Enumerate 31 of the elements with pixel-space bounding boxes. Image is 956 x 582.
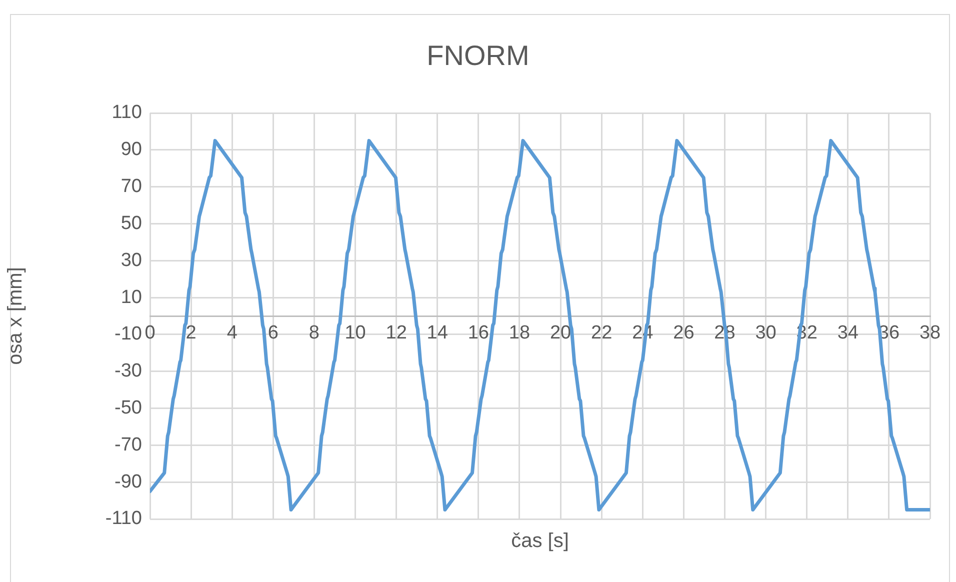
- y-tick-label: 110: [112, 102, 142, 124]
- x-tick-label: 4: [226, 322, 238, 344]
- y-tick-label: 30: [120, 250, 142, 271]
- x-tick-label: 22: [591, 322, 612, 344]
- y-axis-title: osa x [mm]: [4, 267, 27, 365]
- y-tick-label: 90: [120, 139, 142, 160]
- chart-title: FNORM: [426, 40, 530, 72]
- x-axis-title: čas [s]: [510, 530, 570, 553]
- y-tick-label: -70: [114, 434, 142, 456]
- y-tick-label: -50: [114, 398, 142, 419]
- y-tick-label: -10: [114, 324, 142, 345]
- y-tick-label: -90: [114, 471, 142, 492]
- x-tick-label: 16: [468, 322, 489, 344]
- x-tick-label: 14: [426, 322, 448, 344]
- x-tick-label: 2: [186, 322, 196, 344]
- y-tick-label: 10: [120, 286, 142, 308]
- x-tick-label: 20: [550, 322, 572, 344]
- x-tick-label: 38: [919, 322, 941, 344]
- x-tick-label: 12: [386, 322, 407, 344]
- x-tick-label: 18: [508, 322, 530, 344]
- x-tick-label: 6: [268, 322, 278, 344]
- x-tick-label: 0: [144, 322, 156, 344]
- x-tick-label: 10: [344, 322, 366, 344]
- x-tick-label: 34: [837, 322, 859, 344]
- y-tick-label: -30: [114, 360, 142, 382]
- y-tick-label: 50: [120, 212, 142, 234]
- y-tick-label: 70: [120, 176, 142, 198]
- x-tick-label: 26: [673, 322, 694, 344]
- x-tick-label: 8: [308, 322, 320, 344]
- x-tick-label: 30: [755, 322, 776, 344]
- y-tick-label: -110: [105, 508, 142, 530]
